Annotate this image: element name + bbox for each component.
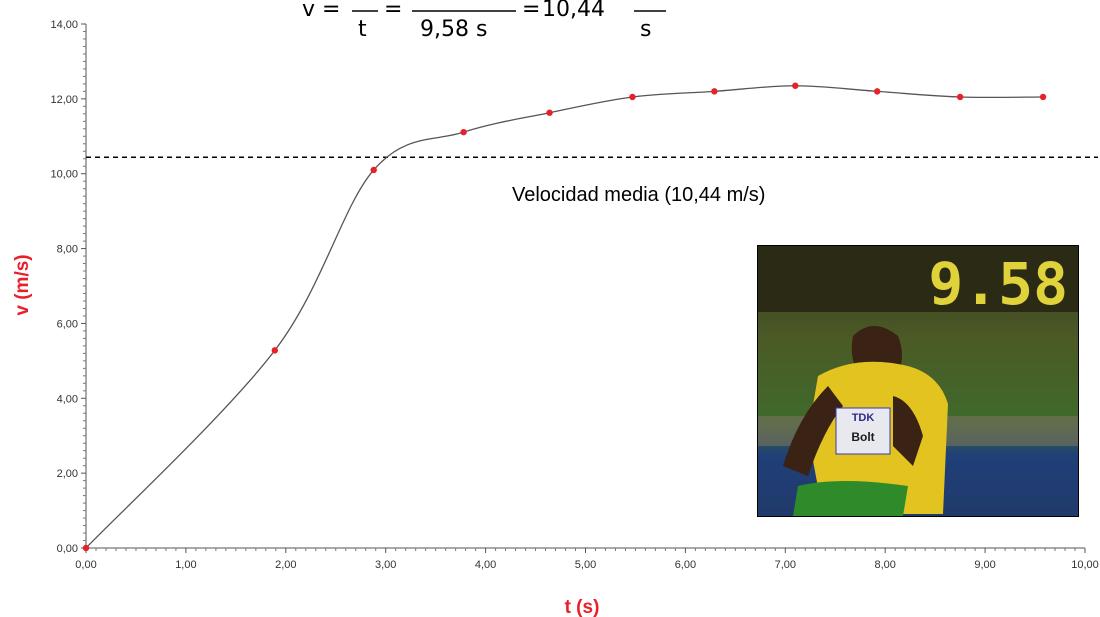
formula-equals-2: = (384, 0, 402, 22)
x-tick-label: 1,00 (175, 559, 196, 571)
bib-name: Bolt (851, 430, 874, 444)
y-axis-title: v (m/s) (12, 254, 33, 315)
series (82, 82, 1047, 552)
data-point (874, 88, 881, 95)
y-tick-label: 2,00 (57, 468, 78, 480)
x-tick-label: 0,00 (75, 559, 96, 571)
data-point (711, 88, 718, 95)
y-tick-label: 4,00 (57, 393, 78, 405)
y-tick-label: 12,00 (50, 94, 78, 106)
data-point (546, 109, 553, 116)
formula-frac2-bottom: 9,58 s (420, 17, 487, 42)
data-point (82, 544, 90, 552)
data-point (629, 93, 636, 101)
data-point (370, 166, 377, 174)
data-point (1039, 93, 1047, 101)
x-tick-label: 4,00 (475, 559, 496, 571)
x-axis-title: t (s) (565, 597, 600, 617)
x-tick-label: 7,00 (775, 559, 796, 571)
x-tick-label: 10,00 (1071, 559, 1099, 571)
axes: 0,00 1,00 2,00 3,00 4,00 5,00 6,00 7,00 8,00 9,00… (50, 19, 1098, 571)
formula-equals-3: = (522, 0, 540, 22)
formula-result-unit: s (640, 17, 651, 42)
sprinter-photo-illustration: 9.58 TDK Bolt (758, 246, 1078, 516)
data-point (271, 347, 279, 354)
data-point (792, 82, 799, 89)
x-tick-label: 2,00 (275, 559, 296, 571)
scoreboard-time: 9.58 (928, 250, 1068, 318)
x-tick-label: 6,00 (675, 559, 696, 571)
formula-lhs: v (302, 0, 315, 22)
y-tick-label: 0,00 (57, 543, 78, 555)
velocity-curve (85, 85, 1044, 549)
x-tick-label: 9,00 (974, 559, 995, 571)
x-tick-label: 8,00 (874, 559, 895, 571)
bib-brand: TDK (852, 412, 875, 424)
y-tick-label: 8,00 (57, 244, 78, 256)
y-tick-label: 6,00 (57, 318, 78, 330)
formula-equals-1: = (322, 0, 340, 22)
x-tick-label: 5,00 (575, 559, 596, 571)
x-tick-label: 3,00 (375, 559, 396, 571)
y-tick-label: 10,00 (50, 169, 78, 181)
athlete-figure: TDK Bolt (783, 326, 948, 516)
y-tick-label: 14,00 (50, 19, 78, 31)
scoreboard (758, 246, 1078, 312)
formula-frac1-bottom: t (358, 17, 367, 42)
formula-result: 10,44 (542, 0, 605, 22)
data-point (460, 128, 467, 136)
formula: v = t = 9,58 s = 10,44 s (302, 0, 666, 42)
sprinter-photo: 9.58 TDK Bolt (757, 245, 1079, 517)
average-velocity-label: Velocidad media (10,44 m/s) (512, 184, 765, 206)
data-point (956, 93, 964, 101)
